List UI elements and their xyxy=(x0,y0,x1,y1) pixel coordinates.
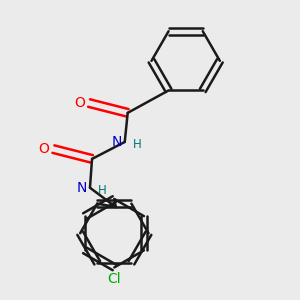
Text: O: O xyxy=(74,96,85,110)
Text: H: H xyxy=(98,184,107,196)
Text: N: N xyxy=(76,181,87,195)
Text: N: N xyxy=(111,135,122,149)
Text: O: O xyxy=(38,142,49,156)
Text: H: H xyxy=(133,138,142,151)
Text: Cl: Cl xyxy=(107,272,121,286)
